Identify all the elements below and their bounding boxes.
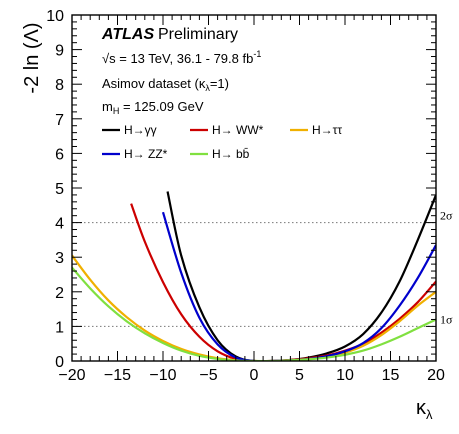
- y-tick-label: 8: [55, 77, 64, 94]
- x-tick-label: 15: [382, 367, 400, 384]
- energy-lumi-text: √s = 13 TeV, 36.1 - 79.8 fb: [102, 51, 253, 66]
- legend-label: H→γγ: [124, 123, 157, 137]
- y-tick-label: 2: [55, 285, 64, 302]
- mass-tail: = 125.09 GeV: [119, 99, 204, 114]
- atlas-label: ATLAS: [101, 26, 154, 43]
- tick-labels: −20 −15 −10 −5 0 5 10 15 20 0 1 2 3 4 5 6 7 8 9 10: [46, 8, 445, 384]
- x-axis-title: κλ: [416, 397, 433, 422]
- y-tick-label: 5: [55, 181, 64, 198]
- x-axis-title-sub: λ: [426, 407, 433, 422]
- energy-lumi-sup: -1: [253, 49, 261, 59]
- y-tick-label: 0: [55, 354, 64, 371]
- dataset-tail: =1): [210, 76, 229, 91]
- x-tick-label: 5: [295, 367, 304, 384]
- dataset-annotation: Asimov dataset (κλ=1): [102, 76, 229, 93]
- x-tick-label: −5: [199, 367, 217, 384]
- y-axis-title: -2 ln (Λ): [21, 22, 43, 93]
- mass-sub: H: [113, 106, 120, 116]
- sigma-label: 2σ: [440, 209, 453, 223]
- y-tick-label: 3: [55, 250, 64, 267]
- series-line-3: [72, 254, 436, 361]
- x-tick-label: 20: [427, 367, 445, 384]
- preliminary-label: Preliminary: [158, 26, 238, 43]
- x-tick-label: 0: [250, 367, 259, 384]
- mass-text: m: [102, 99, 113, 114]
- y-tick-label: 4: [55, 216, 64, 233]
- legend-label: H→ττ: [312, 123, 342, 137]
- legend-label: H→ bb̄: [212, 147, 250, 161]
- y-tick-label: 10: [46, 8, 64, 25]
- dataset-text: Asimov dataset (κ: [102, 76, 206, 91]
- dataset-sub: λ: [205, 83, 210, 93]
- energy-lumi-annotation: √s = 13 TeV, 36.1 - 79.8 fb-1: [102, 49, 261, 66]
- mass-annotation: mH = 125.09 GeV: [102, 99, 204, 116]
- y-tick-label: 7: [55, 112, 64, 129]
- legend-label: H→ WW*: [212, 123, 264, 137]
- y-tick-label: 6: [55, 146, 64, 163]
- x-tick-label: −20: [58, 367, 85, 384]
- sigma-label: 1σ: [440, 312, 453, 326]
- sigma-labels: 1σ 2σ: [440, 209, 453, 327]
- legend: H→γγ H→ WW* H→ττ H→ ZZ* H→ bb̄: [102, 123, 342, 161]
- legend-label: H→ ZZ*: [124, 147, 168, 161]
- y-tick-label: 9: [55, 43, 64, 60]
- series-line-5: [72, 266, 436, 361]
- x-axis-title-main: κ: [416, 397, 427, 419]
- y-tick-label: 1: [55, 319, 64, 336]
- x-tick-label: 10: [336, 367, 354, 384]
- x-tick-label: −15: [104, 367, 131, 384]
- axis-ticks: [71, 14, 437, 362]
- x-tick-label: −10: [149, 367, 176, 384]
